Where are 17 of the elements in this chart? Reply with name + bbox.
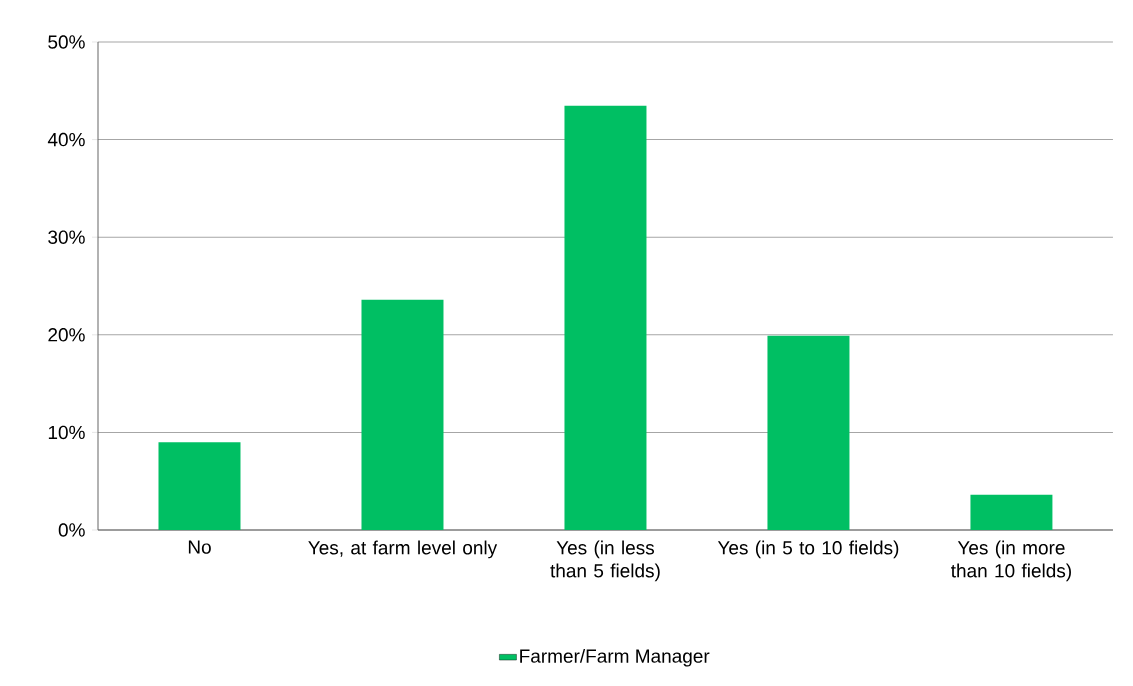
y-tick-label: 10% (48, 425, 85, 440)
bar (767, 335, 850, 530)
legend-label: Farmer/Farm Manager (520, 648, 710, 667)
bar (361, 299, 444, 530)
bar (564, 105, 647, 530)
y-tick-label: 40% (47, 132, 85, 147)
x-tick-label: Yes (in 5 to 10 fields) (717, 540, 899, 559)
bar (970, 494, 1053, 530)
bar (158, 442, 241, 530)
x-tick-label: No (188, 540, 211, 554)
y-tick-label: 50% (48, 35, 85, 49)
y-tick-label: 0% (58, 523, 85, 537)
x-tick-label: Yes, at farm level only (308, 540, 498, 559)
y-tick-label: 30% (48, 230, 85, 244)
y-tick-label: 20% (48, 328, 85, 342)
x-tick-label: Yes (in less than 5 fields) (550, 540, 660, 582)
x-tick-label: Yes (in more than 10 fields) (951, 540, 1071, 582)
